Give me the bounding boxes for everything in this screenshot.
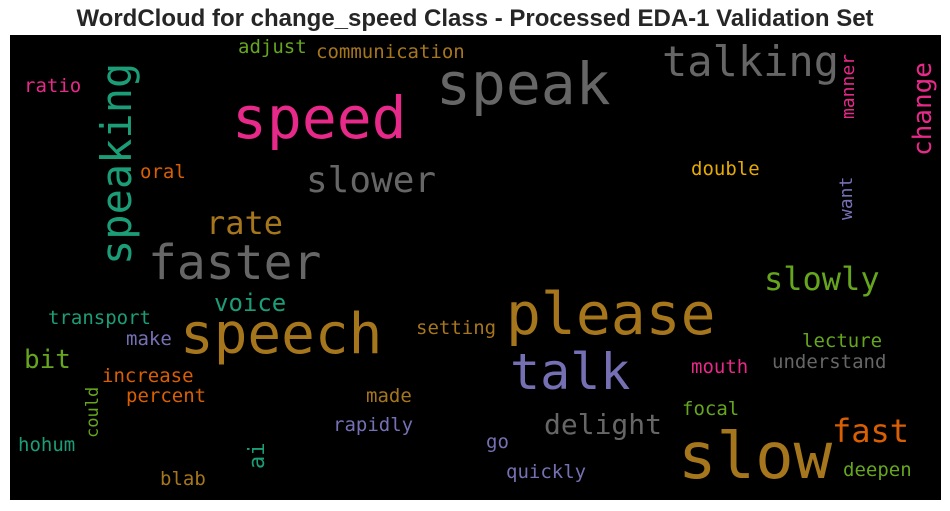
- word-talk: talk: [510, 343, 631, 401]
- word-percent: percent: [126, 385, 207, 407]
- word-faster: faster: [148, 235, 322, 291]
- word-slowly: slowly: [764, 260, 880, 298]
- word-lecture: lecture: [802, 330, 883, 352]
- word-bit: bit: [24, 345, 71, 375]
- word-voice: voice: [214, 289, 287, 317]
- word-made: made: [366, 385, 412, 407]
- word-blab: blab: [160, 468, 206, 490]
- word-transport: transport: [48, 307, 151, 329]
- word-setting: setting: [416, 317, 497, 339]
- word-rate: rate: [206, 204, 284, 242]
- word-hohum: hohum: [18, 434, 76, 456]
- word-mouth: mouth: [691, 356, 749, 378]
- word-speaking: speaking: [92, 62, 141, 265]
- word-manner: manner: [838, 53, 859, 119]
- word-slower: slower: [306, 160, 437, 201]
- chart-title: WordCloud for change_speed Class - Proce…: [76, 5, 874, 32]
- word-focal: focal: [682, 398, 740, 420]
- word-oral: oral: [140, 161, 186, 183]
- word-fast: fast: [832, 412, 910, 450]
- word-change: change: [908, 62, 938, 156]
- word-cloud: speak speed talking speaking change fast…: [10, 35, 941, 500]
- word-delight: delight: [544, 408, 663, 441]
- word-could: could: [83, 386, 103, 438]
- word-want: want: [836, 176, 857, 220]
- word-ai: ai: [245, 442, 270, 470]
- word-ratio: ratio: [24, 75, 82, 97]
- word-increase: increase: [102, 365, 194, 387]
- word-quickly: quickly: [506, 461, 587, 483]
- word-slow: slow: [678, 420, 833, 494]
- word-please: please: [506, 280, 716, 348]
- word-understand: understand: [772, 351, 887, 373]
- word-make: make: [126, 328, 172, 350]
- word-double: double: [691, 158, 760, 180]
- word-deepen: deepen: [843, 459, 912, 481]
- word-speak: speak: [436, 50, 611, 118]
- word-talking: talking: [662, 37, 840, 86]
- word-speed: speed: [232, 84, 407, 152]
- word-communication: communication: [316, 41, 465, 63]
- word-rapidly: rapidly: [333, 414, 414, 436]
- word-go: go: [486, 431, 509, 453]
- word-adjust: adjust: [238, 36, 307, 58]
- word-speech: speech: [180, 302, 383, 367]
